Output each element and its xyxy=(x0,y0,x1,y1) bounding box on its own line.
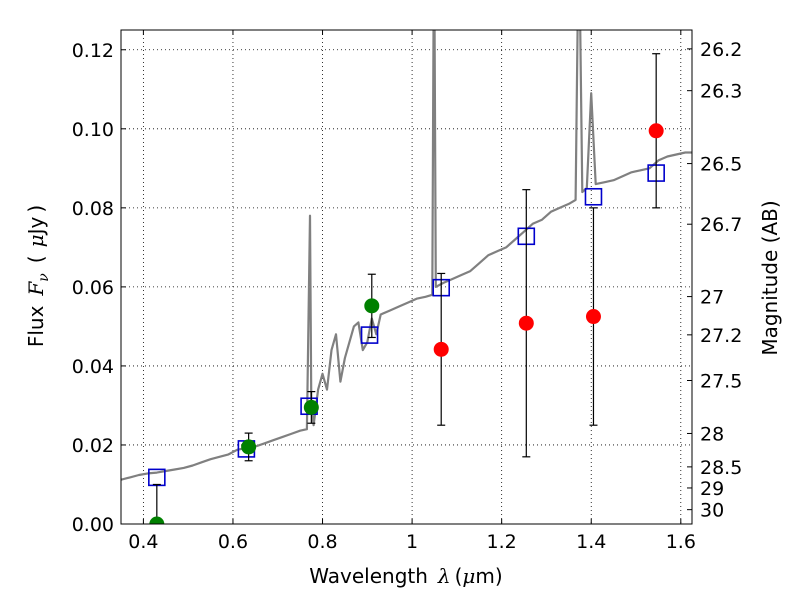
x-tick-label: 0.6 xyxy=(218,531,248,553)
grid-lines xyxy=(121,30,692,525)
photometry-point xyxy=(648,123,664,139)
x-tick-label: 1.4 xyxy=(576,531,606,553)
x-tick-label: 1.2 xyxy=(487,531,517,553)
photometry-point xyxy=(433,341,449,357)
y2-axis-label: Magnitude (AB) xyxy=(758,200,782,355)
photometry-point xyxy=(149,516,165,524)
plot-frame xyxy=(120,29,693,525)
series-group xyxy=(121,30,692,524)
photometry-point xyxy=(585,309,601,325)
photometry-point xyxy=(303,399,319,415)
mag-tick-label: 28.5 xyxy=(700,457,742,479)
y-tick-label: 0.12 xyxy=(72,40,114,62)
photometry-point xyxy=(241,439,257,455)
mag-tick-label: 27.5 xyxy=(700,371,742,393)
mag-tick-label: 27 xyxy=(700,287,724,309)
y-tick-label: 0.04 xyxy=(72,356,114,378)
y-tick-label: 0.02 xyxy=(72,435,114,457)
mag-tick-label: 26.2 xyxy=(700,39,742,61)
photometry-point xyxy=(518,315,534,331)
mag-tick-label: 27.2 xyxy=(700,325,742,347)
y-tick-label: 0.08 xyxy=(72,198,114,220)
mag-tick-label: 28 xyxy=(700,423,724,445)
model-square-marker xyxy=(360,326,379,344)
x-axis-label: Wavelength λ (μm) xyxy=(309,564,502,588)
mag-tick-label: 26.3 xyxy=(700,81,742,103)
x-tick-label: 0.8 xyxy=(307,531,337,553)
model-square-marker xyxy=(584,187,603,206)
x-tick-label: 1.6 xyxy=(666,531,696,553)
y-tick-label: 0.06 xyxy=(72,277,114,299)
x-tick-label: 1 xyxy=(406,531,418,553)
y-tick-label: 0.10 xyxy=(72,119,114,141)
y-axis-label: FluxFν(μJy) xyxy=(24,205,52,347)
mag-tick-label: 30 xyxy=(700,500,724,522)
x-tick-label: 0.4 xyxy=(128,531,158,553)
axis-ticks: 0.4 0.6 0.8 1 1.2 1.4 1.6 0.00 0.02 0.04 0.06 0.08 0… xyxy=(72,30,742,553)
mag-tick-label: 26.5 xyxy=(700,154,742,176)
y-tick-label: 0.00 xyxy=(72,514,114,536)
plot-area xyxy=(121,30,692,524)
mag-tick-label: 26.7 xyxy=(700,214,742,236)
photometry-point xyxy=(364,298,380,314)
mag-tick-label: 29 xyxy=(700,478,724,500)
model-spectrum-line xyxy=(121,30,692,481)
